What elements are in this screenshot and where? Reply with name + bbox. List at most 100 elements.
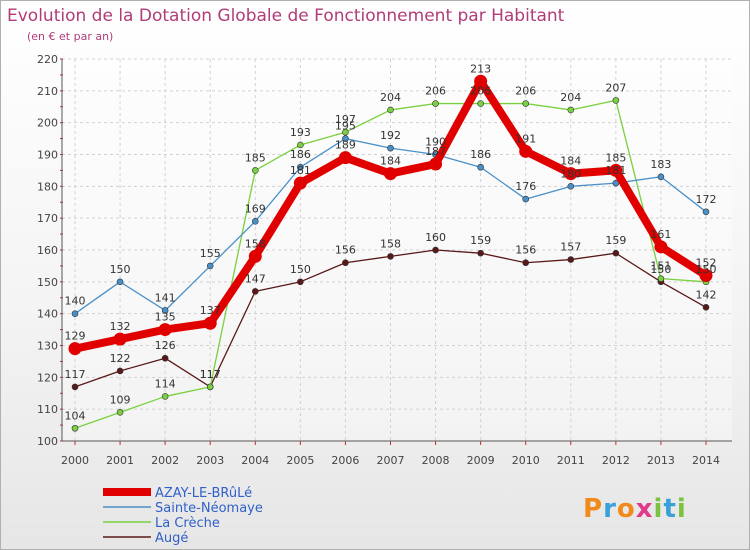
data-label: 187: [425, 145, 446, 158]
data-point: [206, 262, 214, 270]
data-label: 129: [65, 330, 86, 343]
logo-letter: o: [617, 494, 636, 524]
data-point: [429, 157, 443, 171]
data-label: 142: [696, 288, 717, 301]
data-point: [161, 307, 169, 314]
data-label: 155: [200, 247, 221, 260]
data-point: [248, 249, 262, 263]
data-label: 117: [200, 368, 221, 381]
data-label: 181: [605, 164, 626, 177]
data-label: 176: [515, 180, 536, 193]
data-label: 157: [560, 241, 581, 254]
data-point: [654, 240, 668, 254]
x-tick-label: 2006: [331, 454, 359, 467]
data-point: [702, 303, 710, 311]
data-label: 156: [335, 244, 356, 257]
y-tick-label: 160: [37, 244, 58, 257]
y-tick-label: 220: [37, 53, 58, 66]
data-label: 180: [560, 167, 581, 180]
data-label: 114: [155, 377, 176, 390]
data-label: 181: [290, 164, 311, 177]
x-tick-label: 2010: [512, 454, 540, 467]
data-point: [567, 183, 575, 190]
y-tick-label: 140: [37, 308, 58, 321]
chart-subtitle: (en € et par an): [27, 30, 114, 43]
data-label: 141: [155, 291, 176, 304]
data-point: [293, 176, 307, 190]
data-point: [297, 163, 304, 171]
data-label: 193: [290, 126, 311, 139]
y-tick-label: 200: [37, 117, 58, 130]
data-point: [387, 144, 394, 152]
data-point: [702, 208, 710, 216]
data-point: [432, 246, 439, 254]
data-point: [564, 167, 578, 181]
legend-label: AZAY-LE-BRûLé: [155, 486, 252, 501]
data-label: 104: [65, 409, 86, 422]
legend-label: Augé: [155, 531, 188, 546]
data-point: [116, 278, 124, 286]
data-label: 191: [515, 132, 536, 145]
chart-title: Evolution de la Dotation Globale de Fonc…: [7, 6, 565, 26]
data-label: 197: [335, 113, 356, 126]
data-label: 186: [290, 148, 311, 161]
x-tick-label: 2005: [286, 454, 314, 467]
data-point: [522, 259, 530, 267]
data-label: 195: [335, 120, 356, 133]
x-tick-label: 2012: [602, 454, 630, 467]
data-point: [71, 383, 79, 391]
data-point: [699, 268, 713, 282]
data-point: [158, 323, 172, 337]
data-point: [567, 106, 575, 114]
data-label: 159: [605, 234, 626, 247]
data-label: 156: [515, 244, 536, 257]
data-label: 137: [200, 304, 221, 317]
data-point: [71, 310, 79, 317]
data-point: [71, 424, 79, 432]
data-point: [522, 195, 530, 203]
data-point: [116, 409, 124, 416]
logo-letter: x: [636, 494, 654, 524]
data-label: 159: [470, 234, 491, 247]
data-point: [68, 342, 82, 356]
data-point: [251, 218, 259, 225]
data-label: 206: [515, 85, 536, 98]
data-label: 147: [245, 272, 266, 285]
data-point: [342, 259, 349, 267]
data-point: [612, 249, 620, 257]
series-layer: [68, 74, 713, 432]
data-point: [477, 100, 484, 107]
logo-letter: r: [603, 494, 617, 524]
x-tick-label: 2004: [241, 454, 269, 467]
data-point: [113, 332, 127, 346]
data-point: [116, 367, 124, 375]
data-point: [432, 100, 439, 107]
data-point: [251, 288, 259, 295]
data-label: 190: [425, 136, 446, 149]
svg-text:Proxiti: Proxiti: [583, 494, 687, 524]
data-point: [206, 383, 214, 391]
data-label: 189: [335, 139, 356, 152]
data-point: [474, 74, 488, 88]
x-tick-label: 2011: [557, 454, 585, 467]
x-tick-label: 2002: [151, 454, 179, 467]
x-tick-label: 2013: [647, 454, 675, 467]
data-point: [338, 151, 352, 165]
data-point: [251, 167, 259, 174]
y-tick-label: 110: [37, 403, 58, 416]
data-label: 172: [696, 193, 717, 206]
data-label: 192: [380, 129, 401, 142]
data-label: 183: [650, 158, 671, 171]
y-tick-label: 170: [37, 212, 58, 225]
legend-label: Sainte-Néomaye: [155, 501, 263, 516]
data-label: 140: [65, 295, 86, 308]
data-point: [567, 256, 575, 263]
x-tick-label: 2000: [61, 454, 89, 467]
data-labels: 117 122 126 117 147 150 156 158 160 159 156 157 159 1…: [65, 62, 717, 422]
data-label: 161: [650, 228, 671, 241]
data-label: 204: [380, 91, 401, 104]
logo-letter: t: [663, 494, 676, 524]
data-point: [477, 249, 484, 257]
data-point: [384, 167, 397, 181]
data-label: 150: [110, 263, 131, 276]
